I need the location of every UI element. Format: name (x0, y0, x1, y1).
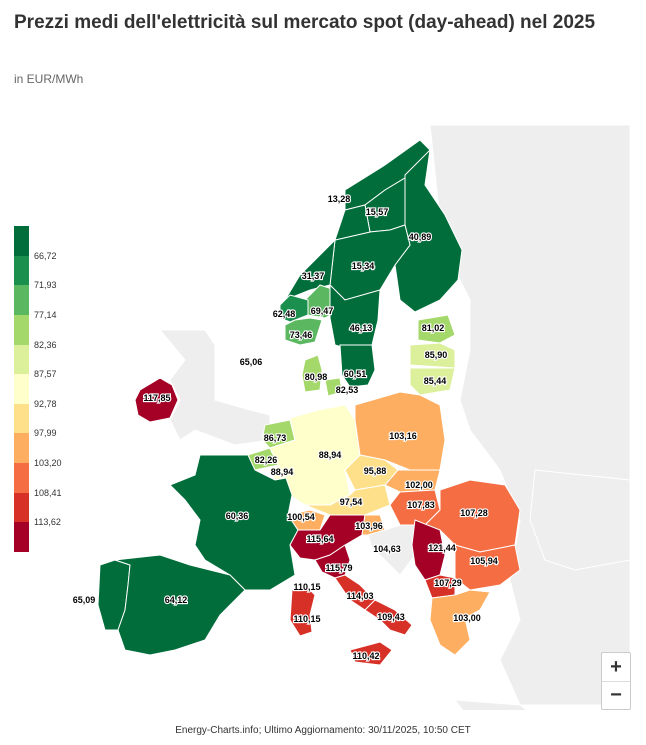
region-IE[interactable] (134, 377, 179, 423)
map-canvas[interactable]: 13,28 15,57 40,89 15,34 31,37 69,47 62,4… (0, 120, 646, 710)
label-LT: 85,90 (425, 350, 448, 360)
label-NL: 86,73 (264, 433, 287, 443)
background-land (158, 124, 631, 710)
legend-swatch (14, 374, 29, 404)
legend-threshold-label: 92,78 (34, 398, 57, 409)
region-CH[interactable] (287, 509, 326, 531)
label-SE4: 60,51 (344, 369, 367, 379)
label-BG: 105,94 (470, 556, 498, 566)
label-IT_CS: 114,03 (346, 591, 373, 601)
interconnectors (229, 329, 286, 366)
legend-swatch (14, 492, 29, 523)
region-NO2[interactable] (284, 317, 323, 346)
region-DK1[interactable] (301, 354, 323, 393)
region-GR[interactable] (429, 589, 491, 656)
zoom-controls: + − (601, 652, 631, 710)
legend-swatch (14, 433, 29, 464)
label-AT: 97,54 (340, 497, 363, 507)
label-CZ: 95,88 (364, 466, 387, 476)
label-NO4: 13,28 (328, 194, 351, 204)
label-LT2: 85,44 (424, 376, 447, 386)
legend-threshold-label: 113,62 (34, 517, 61, 528)
legend-threshold-label: 97,99 (34, 428, 57, 439)
label-SK: 102,00 (405, 480, 433, 490)
label-SE1: 15,57 (366, 207, 389, 217)
label-NO5: 62,48 (273, 309, 296, 319)
zoom-in-button[interactable]: + (610, 655, 622, 678)
label-HR: 104,63 (373, 544, 401, 554)
label-MK: 107,29 (434, 578, 462, 588)
label-FI: 40,89 (409, 232, 432, 242)
legend-swatch (14, 226, 29, 256)
label-LV_EE: 81,02 (422, 323, 445, 333)
label-NO3: 31,37 (302, 271, 325, 281)
region-SE4[interactable] (339, 344, 376, 388)
label-IT_CN: 115,79 (325, 563, 352, 573)
legend-threshold-label: 103,20 (34, 458, 62, 469)
region-LV_EE[interactable] (417, 314, 456, 344)
legend-swatch (14, 463, 29, 493)
label-BE: 82,26 (255, 455, 278, 465)
legend-threshold-label: 82,36 (34, 339, 57, 350)
label-PL: 103,16 (389, 431, 417, 441)
legend-swatch (14, 285, 29, 315)
label-NO1: 69,47 (311, 306, 334, 316)
label-ES: 64,12 (165, 595, 188, 605)
region-LT[interactable] (409, 342, 456, 369)
price-labels: 13,28 15,57 40,89 15,34 31,37 69,47 62,4… (72, 193, 499, 662)
legend-swatch (14, 344, 29, 375)
zoom-out-button[interactable]: − (602, 681, 630, 709)
label-IT_S: 109,43 (377, 612, 405, 622)
legend-threshold-label: 108,41 (34, 487, 62, 498)
label-IT_N: 115,64 (306, 534, 333, 544)
region-ES[interactable] (114, 554, 246, 656)
page-title: Prezzi medi dell'elettricità sul mercato… (14, 12, 596, 33)
europe-map[interactable]: 13,28 15,57 40,89 15,34 31,37 69,47 62,4… (0, 120, 646, 710)
color-legend: 66,72 71,93 77,14 82,36 87,57 92,78 97,99 103,2… (14, 226, 94, 556)
region-NO5[interactable] (279, 294, 309, 323)
legend-swatch (14, 522, 29, 553)
label-IT_SARD2: 110,15 (293, 614, 320, 624)
label-FR: 60,36 (226, 511, 249, 521)
label-GR: 103,00 (453, 613, 481, 623)
legend-color-bar (14, 226, 29, 553)
region-IT_SIC[interactable] (349, 641, 393, 666)
label-DK1: 80,98 (305, 372, 328, 382)
label-IE: 117,85 (143, 393, 170, 403)
region-IT_S[interactable] (364, 599, 413, 636)
label-RS: 121,44 (428, 543, 456, 553)
label-LU: 88,94 (271, 467, 294, 477)
regions (97, 139, 521, 666)
legend-threshold-label: 71,93 (34, 280, 57, 291)
legend-swatch (14, 314, 29, 345)
region-IT_SARD[interactable] (289, 584, 316, 637)
label-IT_SIC: 110,42 (352, 651, 379, 661)
label-SE2: 15,34 (352, 261, 375, 271)
region-FR[interactable] (169, 454, 299, 591)
label-NO2: 73,46 (290, 330, 313, 340)
legend-swatch (14, 255, 29, 286)
label-IT_SARD1: 110,15 (293, 582, 320, 592)
label-CH: 100,54 (287, 512, 315, 522)
region-LT2[interactable] (409, 367, 456, 396)
unit-subtitle: in EUR/MWh (14, 72, 84, 86)
region-BG[interactable] (454, 544, 521, 591)
label-GB: 65,06 (240, 357, 263, 367)
credits-text: Energy-Charts.info; Ultimo Aggiornamento… (175, 725, 471, 736)
legend-threshold-label: 87,57 (34, 369, 57, 380)
region-MK[interactable] (424, 574, 456, 599)
legend-swatch (14, 403, 29, 434)
region-DK2[interactable] (324, 377, 343, 397)
label-HU: 107,83 (407, 500, 435, 510)
label-SE3: 46,13 (350, 323, 373, 333)
legend-threshold-label: 66,72 (34, 250, 57, 261)
legend-threshold-label: 77,14 (34, 309, 57, 320)
label-PT: 65,09 (73, 595, 96, 605)
label-SI: 103,96 (355, 521, 383, 531)
label-DK2: 82,53 (336, 385, 359, 395)
label-DE: 88,94 (319, 450, 342, 460)
region-IT_CN[interactable] (314, 544, 351, 579)
label-RO: 107,28 (460, 508, 488, 518)
